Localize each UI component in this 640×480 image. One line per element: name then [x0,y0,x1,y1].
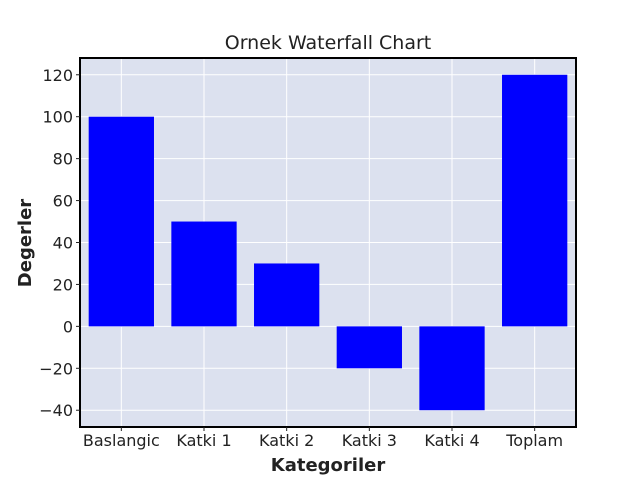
y-tick-label: 60 [53,192,73,211]
x-axis-label: Kategoriler [271,455,386,476]
y-axis-ticks: −40 −20 0 20 40 60 80 100 120 [39,66,80,420]
bar-katki-2 [254,263,320,327]
x-tick-label: Katki 4 [424,431,479,450]
y-tick-label: −20 [39,359,73,378]
y-tick-label: 40 [53,234,73,253]
bar-toplam [502,74,568,327]
bars [88,74,568,411]
x-tick-label: Toplam [505,431,563,450]
chart-title: Ornek Waterfall Chart [225,32,432,54]
y-tick-label: 100 [42,108,73,127]
bar-katki-4 [419,326,485,411]
x-tick-label: Katki 3 [342,431,397,450]
x-axis-ticks: Baslangic Katki 1 Katki 2 Katki 3 Katki 4 Top… [83,427,563,450]
y-axis-label: Degerler [15,199,36,287]
y-tick-label: 80 [53,150,73,169]
bar-katki-3 [336,326,402,369]
x-tick-label: Katki 1 [176,431,231,450]
y-tick-label: 120 [42,66,73,85]
bar-katki-1 [171,221,237,327]
y-tick-label: 0 [63,317,73,336]
y-tick-label: −40 [39,401,73,420]
x-tick-label: Katki 2 [259,431,314,450]
y-tick-label: 20 [53,275,73,294]
x-tick-label: Baslangic [83,431,160,450]
bar-baslangic [88,116,154,327]
